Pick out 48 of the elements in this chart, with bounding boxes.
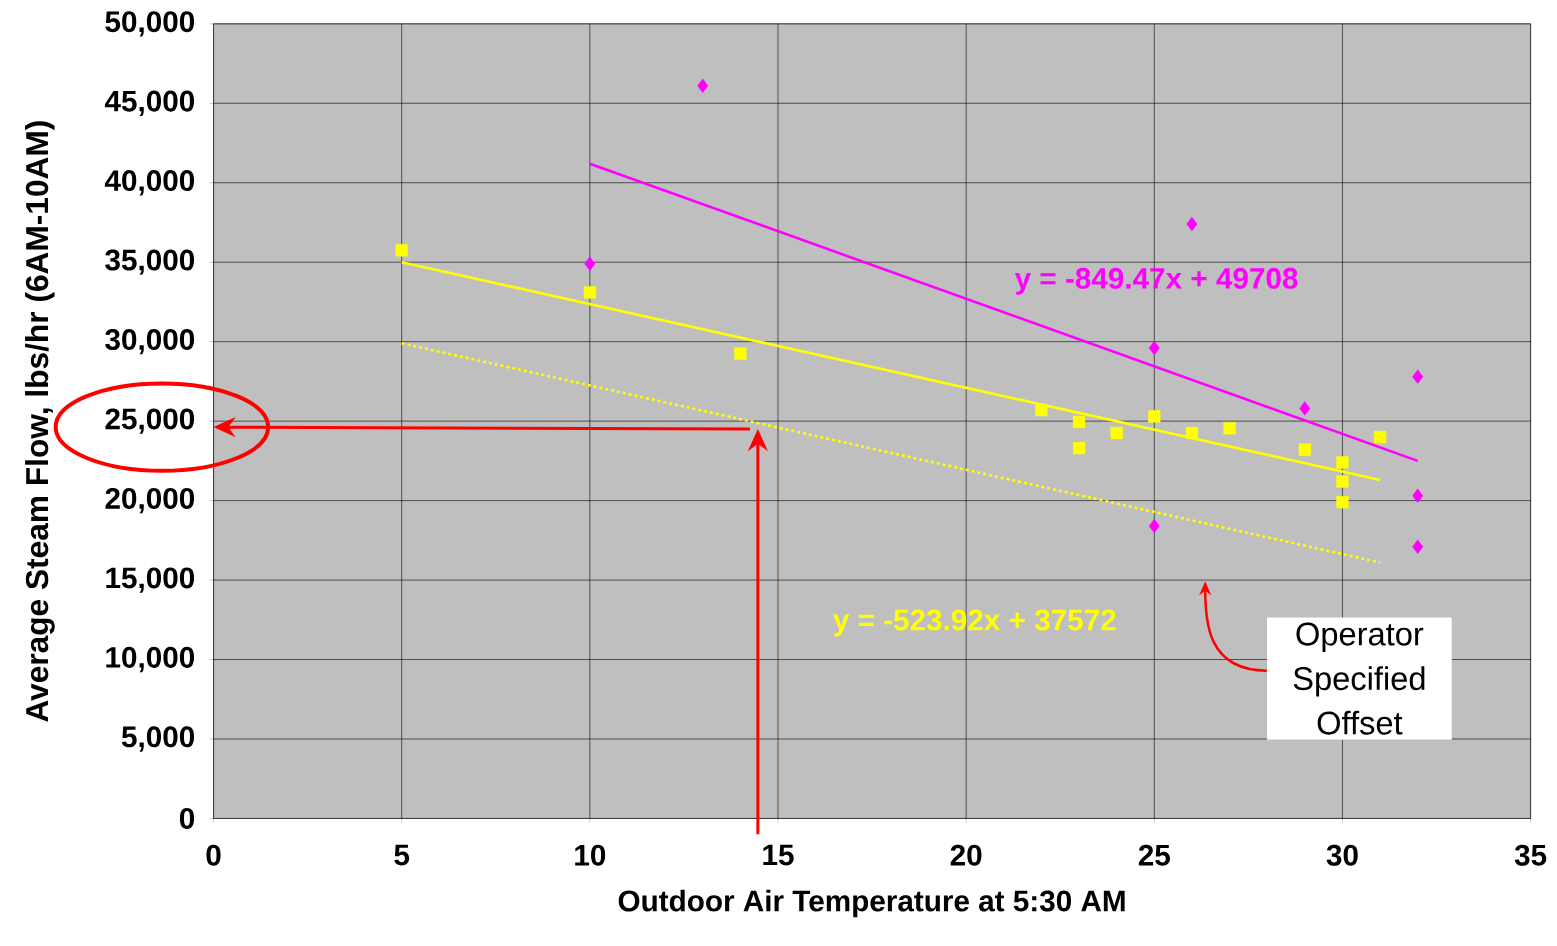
x-tick-label: 0 xyxy=(206,844,221,866)
y-tick-label: 25,000 xyxy=(105,408,195,434)
y-tick-label: 30,000 xyxy=(105,329,195,355)
point xyxy=(1412,369,1424,384)
x-tick-label: 30 xyxy=(1326,844,1358,866)
point xyxy=(1412,539,1424,555)
y-tick-label: 45,000 xyxy=(104,90,195,117)
y-tick-label: 40,000 xyxy=(104,170,195,196)
point xyxy=(1412,488,1424,504)
point xyxy=(1336,456,1349,469)
point xyxy=(1035,404,1048,417)
y-tick-label: 10,000 xyxy=(106,647,195,673)
point xyxy=(1072,415,1086,429)
y-tick-label: 0 xyxy=(179,808,195,830)
point xyxy=(1373,431,1387,444)
point xyxy=(1148,410,1161,423)
y-axis-title: Average Steam Flow, lbs/hr (6AM-10AM) xyxy=(25,121,55,723)
x-tick-label: 25 xyxy=(1138,844,1170,866)
point xyxy=(584,256,596,272)
y-tick-label: 5,000 xyxy=(121,726,195,752)
y-tick-label: 15,000 xyxy=(106,567,195,593)
point xyxy=(1336,496,1349,509)
point xyxy=(1223,422,1236,435)
point xyxy=(1299,401,1311,416)
point xyxy=(1185,427,1199,440)
annotation: Operator Specified Offset xyxy=(1293,622,1425,735)
y-tick-label: 20,000 xyxy=(105,488,195,514)
x-tick-label: 35 xyxy=(1514,844,1547,866)
point xyxy=(1072,442,1086,455)
point xyxy=(1186,217,1198,232)
point xyxy=(734,347,747,360)
x-tick-label: 5 xyxy=(394,844,410,866)
point xyxy=(697,78,709,94)
x-tick-label: 20 xyxy=(950,844,982,866)
y-tick-label: 35,000 xyxy=(105,249,195,276)
point xyxy=(1148,519,1160,534)
y-tick-label: 50,000 xyxy=(105,11,195,37)
annotation: y = -523.92x + 37572 xyxy=(833,609,1116,637)
x-tick-label: 15 xyxy=(763,844,794,866)
x-axis-title: Outdoor Air Temperature at 5:30 AM xyxy=(618,889,1125,918)
x-tick-label: 10 xyxy=(575,844,606,866)
point xyxy=(1336,475,1349,488)
point xyxy=(1298,443,1311,457)
point xyxy=(1148,341,1160,356)
point xyxy=(1110,427,1123,440)
point xyxy=(395,244,408,257)
annotation: y = -849.47x + 49708 xyxy=(1014,268,1298,295)
point xyxy=(583,286,597,299)
